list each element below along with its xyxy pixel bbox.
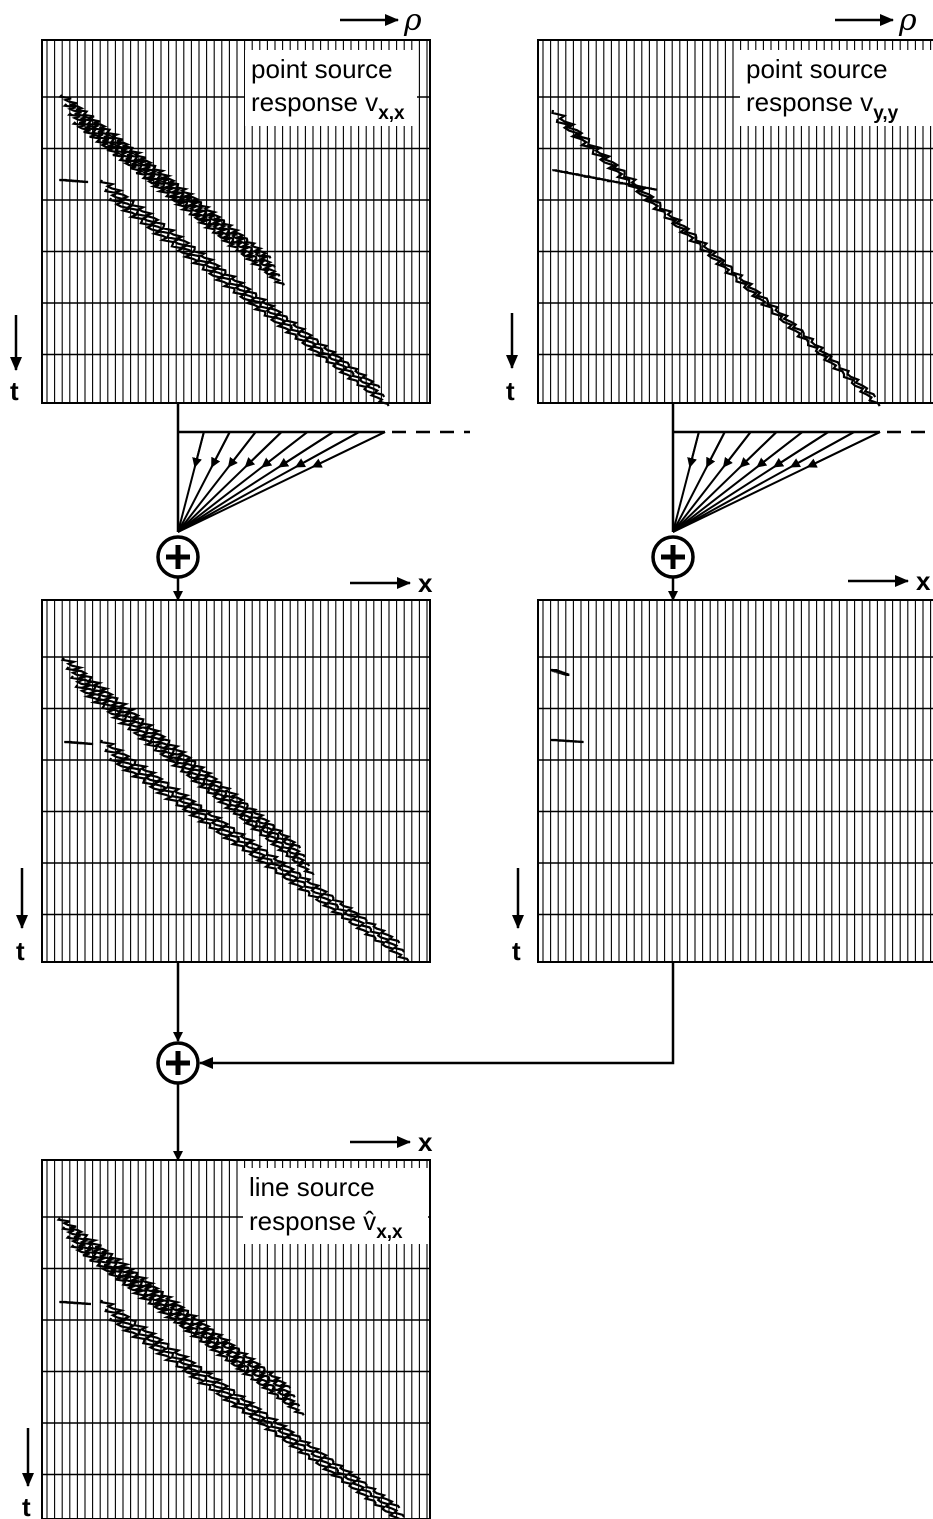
- axis-label: t: [506, 376, 515, 406]
- fan-arrow: [690, 432, 699, 467]
- fan-arrow: [707, 432, 725, 467]
- caption: line source: [249, 1172, 375, 1202]
- fan-arrow: [212, 432, 230, 467]
- fan-arrow: [757, 432, 802, 467]
- plus-sign: [661, 545, 685, 569]
- subscript: x,x: [378, 103, 405, 124]
- panel-frame: [538, 600, 933, 962]
- seismic-panel: [42, 600, 430, 962]
- panels: [42, 40, 933, 1519]
- fan-arrow: [262, 432, 307, 467]
- axis-label: x: [418, 568, 433, 598]
- axis-label: t: [512, 936, 521, 966]
- axis-label: t: [22, 1492, 31, 1519]
- plus-sign: [166, 1051, 190, 1075]
- caption: point source: [746, 54, 888, 84]
- arrow: [200, 962, 673, 1063]
- caption: point source: [251, 54, 393, 84]
- axis-label: ρ: [403, 3, 422, 38]
- seismic-panel: [538, 600, 933, 962]
- caption-text: response v: [251, 87, 378, 117]
- subscript: x,x: [376, 1222, 403, 1243]
- caption-text: response v̂: [249, 1206, 376, 1236]
- axis-label: ρ: [898, 3, 917, 38]
- axis-label: t: [10, 376, 19, 406]
- subscript: y,y: [873, 103, 898, 124]
- axis-label: x: [916, 566, 931, 596]
- axis-label: x: [418, 1127, 433, 1157]
- axis-label: t: [16, 936, 25, 966]
- plus-sign: [166, 545, 190, 569]
- fan-arrow: [195, 432, 204, 467]
- caption-text: response v: [746, 87, 873, 117]
- figure: ρ ρ x x x t t t t t point source respons…: [0, 0, 933, 1519]
